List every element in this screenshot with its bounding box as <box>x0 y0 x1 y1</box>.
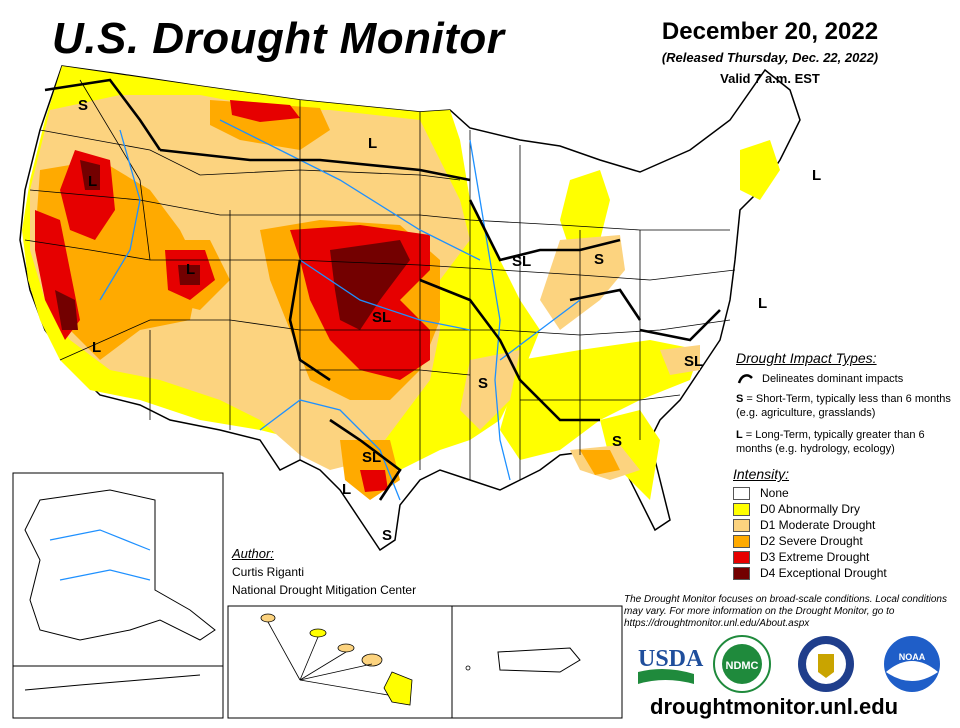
map-impact-label: S <box>78 97 88 114</box>
map-impact-label: S <box>478 375 488 392</box>
disclaimer-text: The Drought Monitor focuses on broad-sca… <box>624 594 947 629</box>
rivers <box>99 119 581 501</box>
map-impact-label: L <box>758 295 767 312</box>
noaa-logo: NOAA <box>884 636 940 692</box>
long-term-legend: L = Long-Term, typically greater than 6 … <box>736 428 951 456</box>
usda-logo: USDA <box>638 646 704 684</box>
swatch-d2 <box>733 534 750 548</box>
alaska-inset <box>12 472 224 719</box>
hawaii-inset <box>227 605 453 719</box>
map-impact-label: L <box>812 167 821 184</box>
page-title: U.S. Drought Monitor <box>52 14 505 63</box>
valid-time: Valid 7 a.m. EST <box>720 71 820 86</box>
intensity-d3-label: D3 Extreme Drought <box>760 550 870 564</box>
intensity-d4-label: D4 Exceptional Drought <box>760 566 887 580</box>
long-term-code: L <box>736 429 743 441</box>
intensity-d2-label: D2 Severe Drought <box>760 534 863 548</box>
map-impact-label: SL <box>512 253 531 270</box>
map-impact-label: SL <box>362 449 381 466</box>
intensity-legend: None D0 Abnormally Dry D1 Moderate Droug… <box>733 485 887 581</box>
short-term-code: S <box>736 393 744 405</box>
swatch-none <box>733 486 750 500</box>
swatch-d1 <box>733 518 750 532</box>
impact-line-symbol <box>737 374 753 384</box>
map-impact-label: SL <box>684 353 703 370</box>
map-impact-label: L <box>342 481 351 498</box>
website-url[interactable]: droughtmonitor.unl.edu <box>650 694 899 719</box>
map-impact-label: L <box>88 173 97 190</box>
intensity-d0: D0 Abnormally Dry <box>733 501 887 517</box>
impact-delineates-text: Delineates dominant impacts <box>762 373 904 385</box>
intensity-d1: D1 Moderate Drought <box>733 517 887 533</box>
impact-lines <box>44 78 721 501</box>
swatch-d4 <box>733 566 750 580</box>
intensity-heading: Intensity: <box>733 466 790 482</box>
map-date: December 20, 2022 <box>661 18 879 45</box>
map-impact-label: L <box>92 339 101 356</box>
release-date: (Released Thursday, Dec. 22, 2022) <box>661 50 879 65</box>
usda-logo-text: USDA <box>638 646 704 672</box>
short-term-text: = Short-Term, typically less than 6 mont… <box>736 393 951 419</box>
intensity-d3: D3 Extreme Drought <box>733 549 887 565</box>
noaa-logo-text: NOAA <box>899 652 926 662</box>
intensity-d0-label: D0 Abnormally Dry <box>760 502 861 516</box>
impact-types-heading: Drought Impact Types: <box>736 350 877 366</box>
intensity-none: None <box>733 485 887 501</box>
ndmc-logo: NDMC <box>713 635 771 693</box>
author-org: National Drought Mitigation Center <box>232 583 417 597</box>
map-impact-label: S <box>612 433 622 450</box>
commerce-seal <box>798 636 854 692</box>
map-impact-label: L <box>368 135 377 152</box>
author-heading: Author: <box>232 546 274 561</box>
short-term-legend: S = Short-Term, typically less than 6 mo… <box>736 392 951 420</box>
map-impact-label: S <box>594 251 604 268</box>
intensity-d4: D4 Exceptional Drought <box>733 565 887 581</box>
swatch-d3 <box>733 550 750 564</box>
map-impact-label: S <box>382 527 392 544</box>
author-name: Curtis Riganti <box>232 565 305 579</box>
map-impact-label: SL <box>372 309 391 326</box>
puerto-rico-inset <box>451 605 623 719</box>
intensity-none-label: None <box>760 486 789 500</box>
intensity-d1-label: D1 Moderate Drought <box>760 518 876 532</box>
intensity-d2: D2 Severe Drought <box>733 533 887 549</box>
swatch-d0 <box>733 502 750 516</box>
ndmc-logo-text: NDMC <box>726 660 759 672</box>
long-term-text: = Long-Term, typically greater than 6 mo… <box>736 429 925 455</box>
map-impact-label: L <box>186 261 195 278</box>
